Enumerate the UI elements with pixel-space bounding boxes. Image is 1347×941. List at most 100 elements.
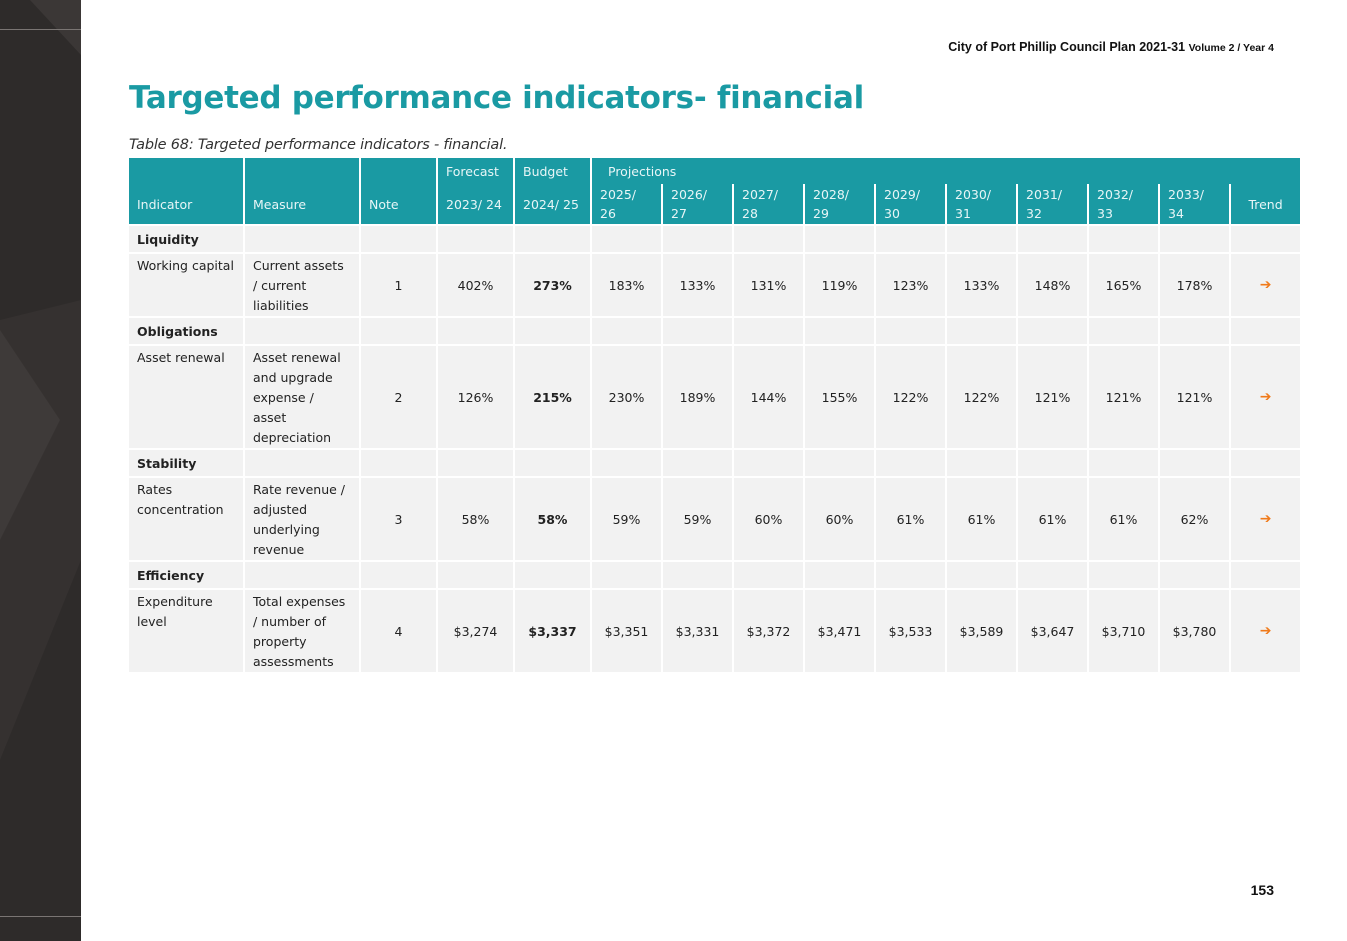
value-cell: $3,471 (805, 588, 874, 672)
empty-cell (1018, 448, 1087, 476)
table-body: Liquidity Working capital Current assets /… (129, 224, 1301, 672)
budget-value-cell: 58% (515, 476, 590, 560)
section-label: Obligations (129, 316, 243, 344)
sidebar-rule-bottom (0, 916, 81, 917)
value-cell: 61% (876, 476, 945, 560)
header-doc-title: City of Port Phillip Council Plan 2021-3… (948, 40, 1186, 54)
table-row: Expenditure level Total expenses / number… (129, 588, 1301, 672)
indicator-column-header: Indicator (129, 184, 243, 224)
empty-cell (663, 560, 732, 588)
measure-cell: Total expenses / number of property asse… (245, 588, 359, 672)
value-cell: $3,372 (734, 588, 803, 672)
value-cell: 144% (734, 344, 803, 448)
section-label: Efficiency (129, 560, 243, 588)
section-label: Stability (129, 448, 243, 476)
empty-cell (361, 224, 436, 252)
value-cell: 230% (592, 344, 661, 448)
empty-cell (1160, 224, 1229, 252)
empty-cell (1018, 560, 1087, 588)
empty-cell (1089, 560, 1158, 588)
empty-cell (438, 560, 513, 588)
empty-cell (245, 224, 359, 252)
value-cell: $3,331 (663, 588, 732, 672)
value-cell: 123% (876, 252, 945, 316)
empty-cell (663, 448, 732, 476)
trend-arrow-icon: ➔ (1259, 277, 1272, 293)
empty-cell (515, 224, 590, 252)
trend-cell: ➔ (1231, 252, 1301, 316)
empty-cell (947, 448, 1016, 476)
value-cell: 133% (947, 252, 1016, 316)
year-column-header: 2027/ 28 (734, 184, 803, 224)
empty-cell (947, 560, 1016, 588)
empty-cell (876, 448, 945, 476)
indicator-cell: Asset renewal (129, 344, 243, 448)
empty-cell (361, 448, 436, 476)
year-column-header: 2024/ 25 (515, 184, 590, 224)
header-volume: Volume 2 / Year 4 (1188, 42, 1274, 54)
empty-cell (592, 316, 661, 344)
value-cell: 121% (1089, 344, 1158, 448)
empty-cell (515, 316, 590, 344)
section-row: Liquidity (129, 224, 1301, 252)
empty-cell (1231, 448, 1301, 476)
empty-cell (245, 448, 359, 476)
year-column-header: 2026/ 27 (663, 184, 732, 224)
blank-header-cell (245, 158, 359, 184)
value-cell: 189% (663, 344, 732, 448)
empty-cell (438, 224, 513, 252)
note-cell: 1 (361, 252, 436, 316)
table-row: Working capital Current assets / current … (129, 252, 1301, 316)
empty-cell (1160, 316, 1229, 344)
value-cell: 58% (438, 476, 513, 560)
section-row: Obligations (129, 316, 1301, 344)
section-label: Liquidity (129, 224, 243, 252)
empty-cell (1231, 224, 1301, 252)
value-cell: 119% (805, 252, 874, 316)
empty-cell (1089, 224, 1158, 252)
empty-cell (1089, 316, 1158, 344)
year-column-header: 2033/ 34 (1160, 184, 1229, 224)
empty-cell (592, 448, 661, 476)
measure-cell: Current assets / current liabilities (245, 252, 359, 316)
measure-column-header: Measure (245, 184, 359, 224)
empty-cell (245, 560, 359, 588)
value-cell: $3,710 (1089, 588, 1158, 672)
budget-value-cell: 215% (515, 344, 590, 448)
value-cell: $3,589 (947, 588, 1016, 672)
year-column-header: 2032/ 33 (1089, 184, 1158, 224)
empty-cell (592, 224, 661, 252)
value-cell: 62% (1160, 476, 1229, 560)
sidebar-rule-top (0, 29, 81, 30)
sidebar-pattern (0, 0, 81, 760)
blank-header-cell (361, 158, 436, 184)
trend-arrow-icon: ➔ (1259, 389, 1272, 405)
value-cell: 133% (663, 252, 732, 316)
value-cell: 61% (1018, 476, 1087, 560)
table-caption: Table 68: Targeted performance indicator… (129, 137, 508, 153)
empty-cell (438, 316, 513, 344)
value-cell: $3,351 (592, 588, 661, 672)
empty-cell (876, 316, 945, 344)
measure-cell: Asset renewal and upgrade expense / asse… (245, 344, 359, 448)
empty-cell (1018, 224, 1087, 252)
section-row: Stability (129, 448, 1301, 476)
year-column-header: 2029/ 30 (876, 184, 945, 224)
empty-cell (663, 316, 732, 344)
page-number: 153 (1250, 882, 1274, 898)
group-header-row: Forecast Budget Projections (129, 158, 1301, 184)
value-cell: 121% (1160, 344, 1229, 448)
value-cell: $3,647 (1018, 588, 1087, 672)
year-column-header: 2023/ 24 (438, 184, 513, 224)
trend-cell: ➔ (1231, 344, 1301, 448)
empty-cell (734, 316, 803, 344)
empty-cell (1089, 448, 1158, 476)
empty-cell (734, 224, 803, 252)
trend-column-header: Trend (1231, 184, 1301, 224)
empty-cell (1160, 560, 1229, 588)
running-header: City of Port Phillip Council Plan 2021-3… (948, 40, 1274, 54)
note-cell: 2 (361, 344, 436, 448)
value-cell: 122% (947, 344, 1016, 448)
value-cell: $3,533 (876, 588, 945, 672)
empty-cell (876, 560, 945, 588)
